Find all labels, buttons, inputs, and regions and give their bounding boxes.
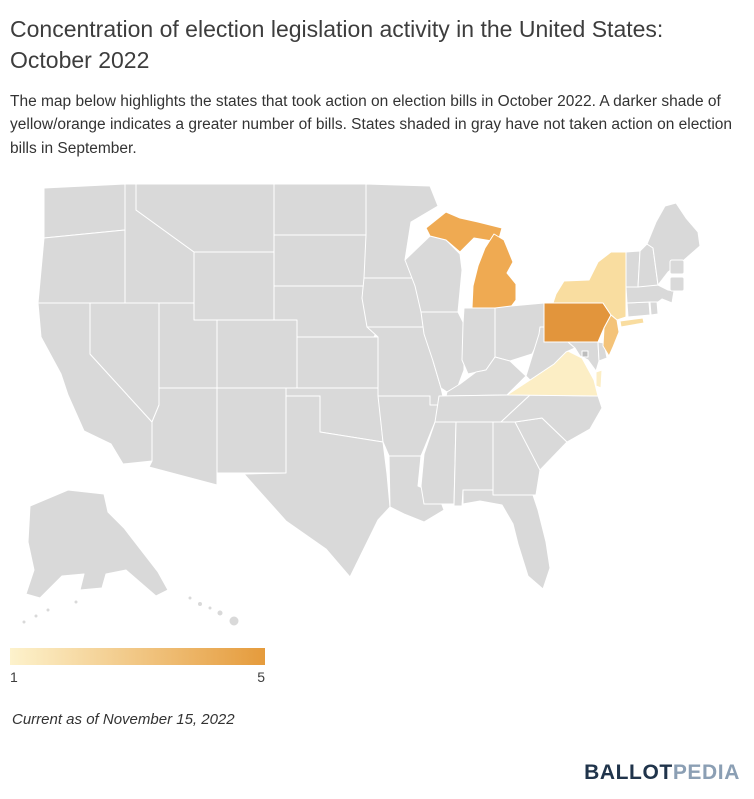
state-fl [462, 489, 551, 590]
state-hi-island [187, 595, 193, 601]
state-co [216, 319, 298, 389]
state-ak-island [73, 599, 79, 605]
legend-gradient-bar [10, 647, 265, 665]
current-as-of-note: Current as of November 15, 2022 [12, 710, 235, 728]
state-nj [602, 314, 620, 357]
state-or [37, 229, 126, 304]
state-ri [649, 300, 659, 316]
legend-labels: 1 5 [10, 669, 265, 685]
legend-max-label: 5 [257, 668, 265, 685]
legend-min-label: 1 [10, 668, 18, 685]
state-ma [625, 284, 675, 304]
state-mi-lower-peninsula [471, 233, 517, 309]
state-nd [273, 183, 367, 236]
us-choropleth-map [21, 183, 701, 627]
state-pa [543, 302, 612, 343]
state-wa [43, 183, 126, 239]
us-map-container [10, 174, 754, 644]
state-tx [243, 395, 391, 578]
small-state-square-top [669, 259, 685, 275]
state-sd [273, 234, 369, 287]
state-hi-island [216, 609, 224, 617]
state-hi-island [228, 615, 240, 627]
small-state-square-bottom [669, 276, 685, 292]
state-ar [377, 395, 446, 457]
brand-pedia: PEDIA [672, 761, 740, 784]
state-ks [296, 336, 379, 389]
state-az [148, 387, 218, 486]
state-ny [552, 251, 627, 321]
state-ak-island [33, 613, 39, 619]
state-ak [25, 489, 169, 599]
state-wy [193, 251, 275, 321]
dc-marker [581, 350, 589, 358]
color-legend: 1 5 [10, 647, 265, 685]
state-nm [216, 387, 287, 474]
state-ak-island [21, 619, 27, 625]
state-hi-island [197, 600, 203, 607]
ballotpedia-logo: BALLOTPEDIA [584, 761, 740, 785]
state-nc [500, 394, 603, 443]
state-me [646, 202, 701, 286]
state-ak-island [45, 607, 51, 613]
page-title: Concentration of election legislation ac… [10, 16, 664, 73]
state-ny-long-island [619, 317, 645, 328]
state-ct [626, 301, 651, 318]
state-va-eastern-shore [595, 369, 603, 389]
state-la [388, 455, 445, 523]
brand-ballot: BALLOT [584, 761, 673, 784]
map-description: The map below highlights the states that… [10, 93, 733, 157]
state-hi-island [207, 605, 213, 611]
